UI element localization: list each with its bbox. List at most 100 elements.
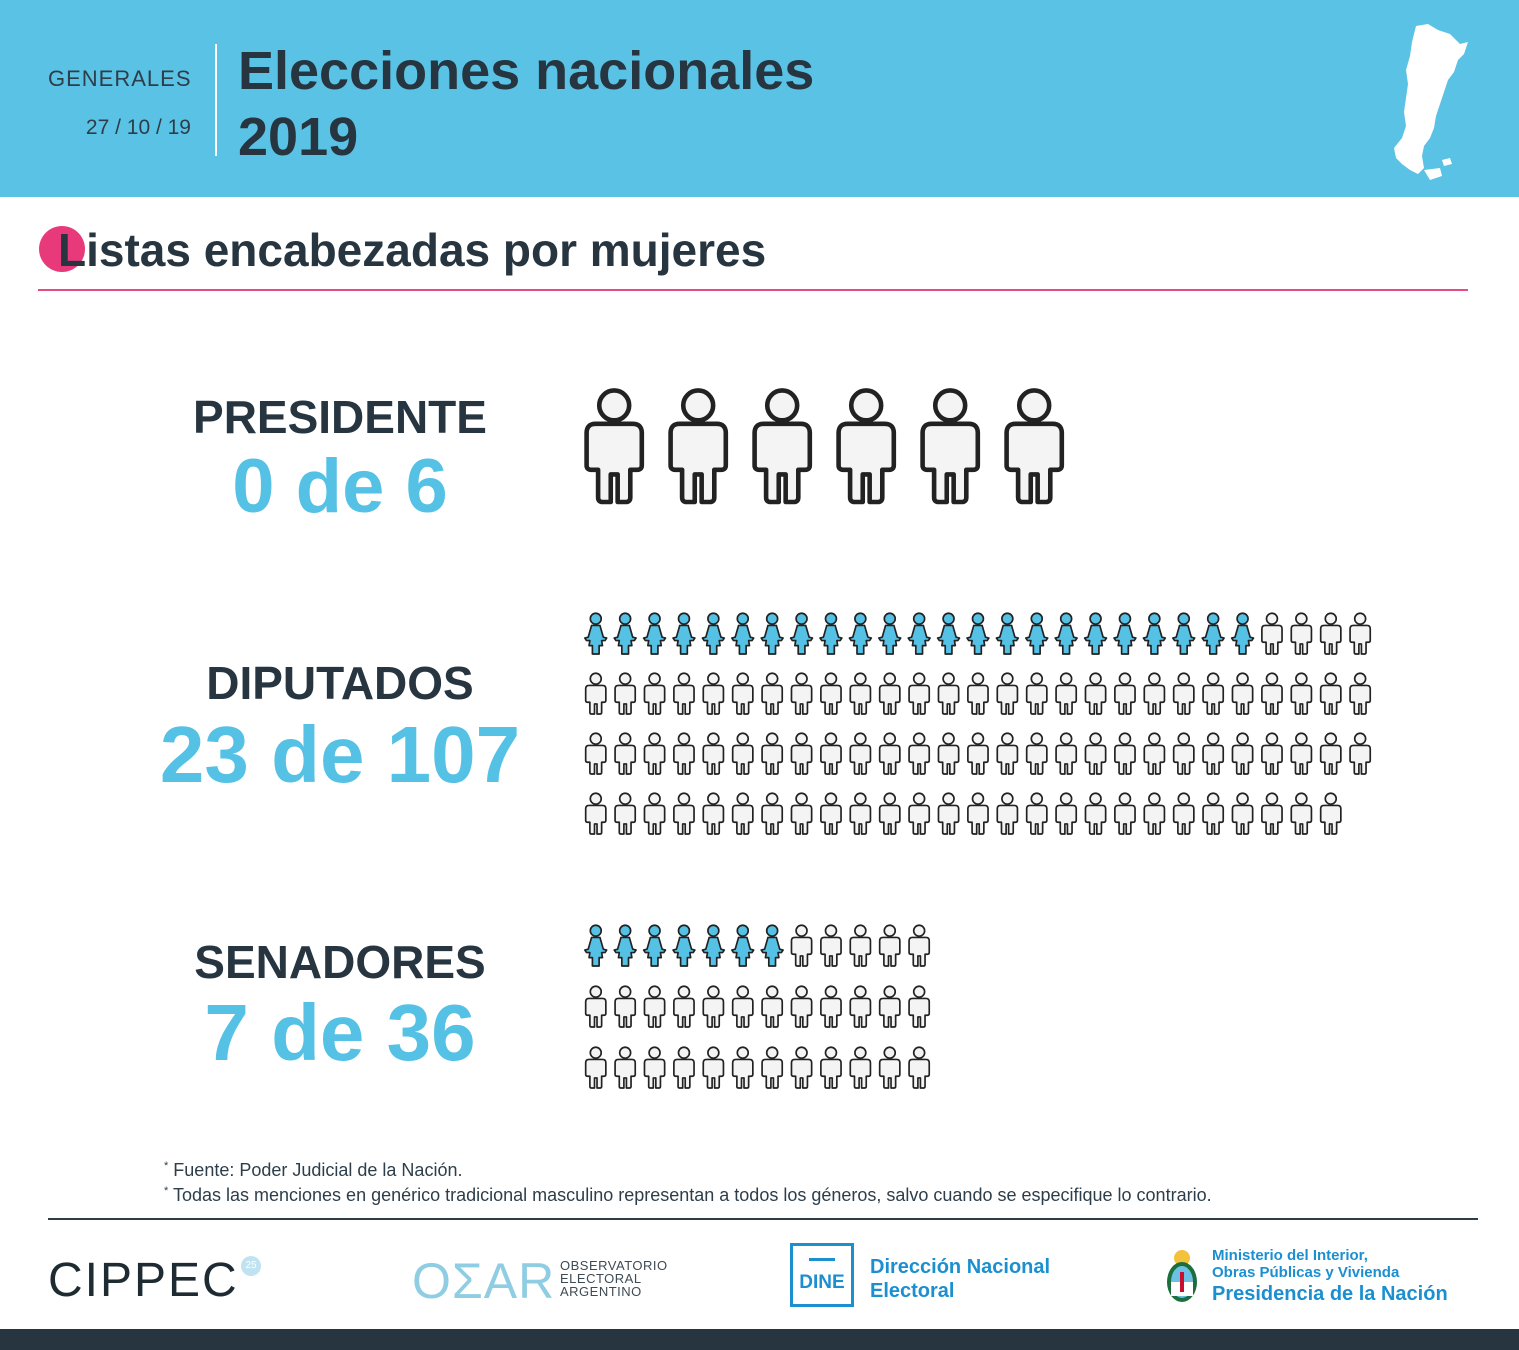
man-figure (878, 1046, 901, 1089)
man-figure (584, 672, 607, 715)
chart-value-senadores: 7 de 36 (204, 988, 476, 1077)
election-type-label: GENERALES (48, 66, 192, 91)
man-figure (820, 732, 842, 775)
man-figure (937, 672, 960, 715)
woman-figure (1201, 612, 1225, 655)
man-figure (1025, 672, 1048, 715)
man-figure (1172, 792, 1195, 835)
man-figure (996, 672, 1019, 715)
dine-logo-bar (809, 1258, 835, 1261)
man-figure (643, 985, 666, 1028)
man-figure (967, 732, 989, 775)
page-title-line2: 2019 (238, 107, 359, 167)
woman-figure (966, 612, 990, 655)
header-divider (215, 44, 217, 156)
man-figure (643, 672, 666, 715)
woman-figure (995, 612, 1020, 655)
man-figure (614, 672, 637, 715)
man-figure (790, 924, 813, 967)
man-figure (1261, 612, 1283, 655)
man-figure (908, 792, 931, 835)
woman-figure (701, 612, 726, 655)
man-figure (1319, 732, 1342, 775)
cippec-logo: CIPPEC (48, 1254, 239, 1307)
oear-logo-text: OBSERVATORIO ELECTORAL ARGENTINO (560, 1259, 668, 1298)
man-figure (820, 792, 842, 835)
section-bullet (39, 226, 85, 272)
woman-figure (613, 612, 637, 655)
cippec-badge-icon: 25 (241, 1256, 261, 1276)
national-seal-icon (1167, 1250, 1197, 1302)
woman-figure (819, 612, 843, 655)
man-figure (1231, 672, 1254, 715)
man-figure (1025, 732, 1048, 775)
man-figure (1261, 792, 1283, 835)
man-figure (614, 732, 637, 775)
man-figure (731, 792, 754, 835)
man-figure (1202, 672, 1225, 715)
man-figure (761, 672, 784, 715)
man-figure (614, 985, 637, 1028)
man-figure (761, 792, 784, 835)
pictogram-presidente (584, 388, 1065, 505)
man-figure (908, 924, 931, 967)
woman-figure (848, 612, 873, 655)
source-note: * Fuente: Poder Judicial de la Nación. (164, 1160, 463, 1180)
woman-figure (1083, 612, 1108, 655)
man-figure (878, 985, 901, 1028)
man-figure (1349, 612, 1372, 655)
dine-logo-name: Dirección Nacional Electoral (870, 1255, 1050, 1303)
man-figure (1231, 792, 1254, 835)
man-figure (908, 732, 931, 775)
man-figure (1290, 732, 1313, 775)
section-underline (38, 289, 1468, 291)
woman-figure (672, 924, 696, 967)
dine-line-2: Electoral (870, 1280, 955, 1302)
woman-figure (936, 612, 961, 655)
man-figure (1349, 732, 1372, 775)
man-figure (761, 1046, 784, 1089)
woman-figure (1230, 612, 1255, 655)
man-figure (908, 672, 931, 715)
woman-figure (584, 924, 608, 967)
man-figure (1290, 612, 1313, 655)
ministry-logo-text: Ministerio del Interior, Obras Públicas … (1212, 1247, 1399, 1281)
woman-figure (672, 612, 696, 655)
chart-title-diputados: DIPUTADOS (206, 657, 474, 709)
man-figure (1261, 672, 1283, 715)
man-figure (1202, 732, 1225, 775)
man-figure (752, 388, 813, 505)
man-figure (673, 672, 695, 715)
man-figure (1114, 792, 1136, 835)
man-figure (849, 1046, 872, 1089)
man-figure (673, 985, 695, 1028)
ministry-line-1: Ministerio del Interior, (1212, 1247, 1368, 1264)
man-figure (1202, 792, 1225, 835)
man-figure (790, 985, 813, 1028)
man-figure (584, 1046, 607, 1089)
ministry-line-2: Obras Públicas y Vivienda (1212, 1264, 1400, 1281)
man-figure (996, 792, 1019, 835)
man-figure (702, 732, 725, 775)
chart-value-diputados: 23 de 107 (159, 710, 521, 799)
man-figure (761, 985, 784, 1028)
woman-figure (1172, 612, 1196, 655)
woman-figure (789, 612, 814, 655)
man-figure (790, 672, 813, 715)
man-figure (584, 388, 645, 505)
man-figure (1261, 732, 1283, 775)
woman-figure (1054, 612, 1078, 655)
oear-logo-mark: OΣAR (412, 1253, 556, 1309)
man-figure (849, 792, 872, 835)
man-figure (820, 672, 842, 715)
man-figure (1055, 732, 1078, 775)
man-figure (820, 985, 842, 1028)
man-figure (584, 792, 607, 835)
man-figure (1084, 792, 1107, 835)
woman-figure (731, 612, 755, 655)
man-figure (584, 732, 607, 775)
woman-figure (642, 612, 667, 655)
gender-note: * Todas las menciones en genérico tradic… (164, 1185, 1212, 1205)
oear-line-3: ARGENTINO (560, 1284, 642, 1299)
man-figure (1319, 792, 1342, 835)
